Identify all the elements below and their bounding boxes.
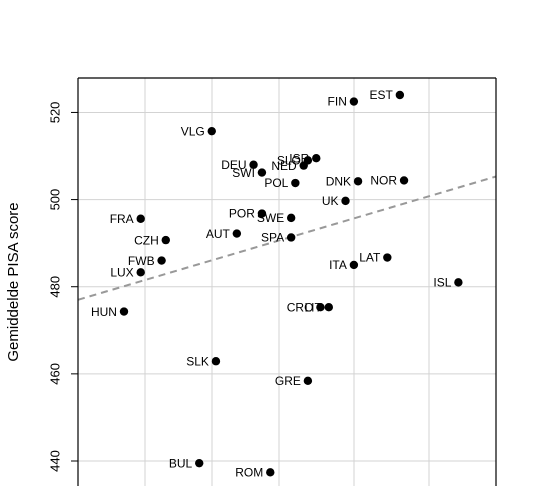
point-ita xyxy=(349,260,359,270)
point-label-gre: GRE xyxy=(275,374,301,388)
point-label-lux: LUX xyxy=(110,266,133,280)
point-lat xyxy=(383,253,392,262)
point-lux xyxy=(136,268,145,277)
point-label-slo: SLO xyxy=(277,154,301,168)
y-axis-ticks: 440 460 480 500 520 xyxy=(48,102,78,472)
point-uk xyxy=(341,196,350,206)
point-hun xyxy=(119,307,129,316)
trend-line xyxy=(77,175,497,301)
point-label-spa: SPA xyxy=(261,231,284,245)
point-rom xyxy=(266,468,275,477)
point-label-ita: ITA xyxy=(329,258,347,272)
point-label-por: POR xyxy=(229,207,255,221)
point-swi xyxy=(257,168,267,177)
point-nor xyxy=(399,176,409,185)
point-aut xyxy=(232,229,242,238)
point-isl xyxy=(454,278,463,287)
point-label-swe: SWE xyxy=(257,211,284,225)
y-tick-label: 480 xyxy=(48,276,63,298)
point-label-lat: LAT xyxy=(359,251,381,265)
plot-frame xyxy=(77,77,497,486)
point-label-fwb: FWB xyxy=(128,254,155,268)
point-label-slk: SLK xyxy=(186,354,209,368)
point-label-nor: NOR xyxy=(370,174,397,188)
y-tick-label: 520 xyxy=(48,102,63,124)
point-deu xyxy=(249,160,258,169)
point-label-aut: AUT xyxy=(206,227,231,241)
point-label-cro: CRO xyxy=(287,300,314,314)
point-label-pol: POL xyxy=(264,176,288,190)
point-gre xyxy=(303,376,313,386)
point-est xyxy=(395,90,405,100)
point-dnk xyxy=(353,177,363,186)
point-pol xyxy=(291,178,300,188)
point-label-vlg: VLG xyxy=(181,124,205,138)
point-isr xyxy=(312,153,321,163)
point-spa xyxy=(286,233,296,242)
point-czh xyxy=(161,235,170,245)
point-label-swi: SWI xyxy=(232,166,255,180)
point-label-fra: FRA xyxy=(110,212,134,226)
y-axis-label: Gemiddelde PISA score xyxy=(5,202,22,361)
point-slk xyxy=(211,357,221,366)
point-label-deu: DEU xyxy=(221,158,246,172)
point-label-uk: UK xyxy=(322,194,339,208)
point-label-dnk: DNK xyxy=(326,174,351,188)
point-fra xyxy=(136,214,145,223)
y-tick-label: 460 xyxy=(48,363,63,385)
point-label-est: EST xyxy=(370,88,394,102)
point-fin xyxy=(349,97,359,106)
point-cro xyxy=(316,302,325,312)
point-label-czh: CZH xyxy=(134,233,159,247)
y-tick-label: 500 xyxy=(48,189,63,211)
point-label-fin: FIN xyxy=(328,95,347,109)
point-ned xyxy=(299,161,308,170)
point-swe xyxy=(286,213,296,223)
point-label-hun: HUN xyxy=(91,305,117,319)
point-label-rom: ROM xyxy=(235,466,263,480)
point-fwb xyxy=(157,256,166,265)
point-bul xyxy=(195,458,204,468)
grid xyxy=(78,78,496,486)
y-tick-label: 440 xyxy=(48,450,63,472)
point-label-bul: BUL xyxy=(169,456,193,470)
point-por xyxy=(257,209,267,218)
point-lit xyxy=(324,302,333,312)
point-label-ned: NED xyxy=(271,159,297,173)
point-label-lit: LIT xyxy=(304,300,322,314)
point-label-isl: ISL xyxy=(433,276,451,290)
point-vlg xyxy=(207,126,216,136)
